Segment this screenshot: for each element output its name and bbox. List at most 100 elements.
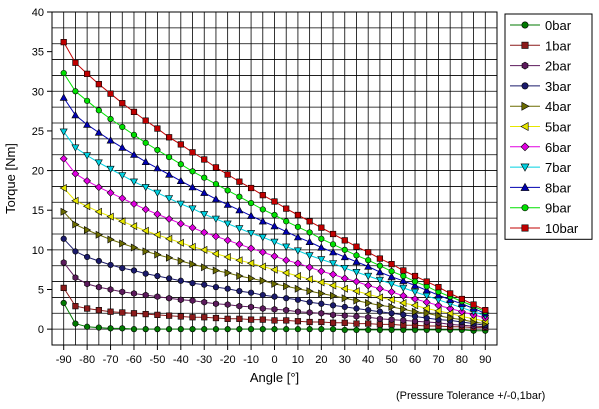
legend-marker bbox=[521, 224, 529, 232]
data-point-7bar bbox=[141, 184, 150, 192]
data-point-10bar bbox=[482, 307, 489, 314]
data-point-5bar bbox=[270, 265, 278, 274]
legend-label: 6bar bbox=[545, 140, 572, 155]
data-point-3bar bbox=[318, 300, 325, 307]
data-point-0bar bbox=[294, 326, 302, 333]
data-point-0bar bbox=[388, 326, 395, 334]
data-point-0bar bbox=[224, 326, 231, 333]
data-point-10bar bbox=[458, 295, 465, 303]
data-point-4bar bbox=[119, 239, 127, 248]
y-tick-label: 15 bbox=[32, 205, 44, 217]
data-point-0bar bbox=[283, 326, 290, 333]
data-point-9bar bbox=[329, 241, 337, 248]
data-point-7bar bbox=[258, 234, 267, 242]
data-point-9bar bbox=[376, 262, 383, 269]
data-point-4bar bbox=[353, 296, 361, 305]
data-point-7bar bbox=[399, 284, 408, 293]
data-point-10bar bbox=[247, 184, 255, 192]
data-point-1bar bbox=[259, 316, 266, 323]
data-point-8bar bbox=[375, 267, 384, 276]
data-point-6bar bbox=[106, 188, 115, 197]
data-point-4bar bbox=[318, 289, 326, 298]
data-point-6bar bbox=[270, 252, 279, 261]
data-point-4bar bbox=[248, 274, 256, 283]
legend: 0bar 1bar 2bar 3bar 4bar 5bar 6bar 7bar 8bar 9bar… bbox=[504, 13, 593, 240]
legend-marker bbox=[521, 41, 529, 49]
legend-marker bbox=[521, 101, 530, 111]
data-point-10bar bbox=[95, 81, 102, 88]
data-point-1bar bbox=[201, 314, 208, 321]
data-point-5bar bbox=[246, 259, 255, 268]
legend-label: 8bar bbox=[545, 180, 572, 195]
data-point-6bar bbox=[282, 256, 291, 265]
y-tick-label: 5 bbox=[38, 285, 44, 297]
data-point-7bar bbox=[270, 238, 279, 247]
data-point-2bar bbox=[353, 313, 360, 320]
data-point-8bar bbox=[235, 206, 244, 214]
y-tick-label: 10 bbox=[32, 245, 44, 257]
data-point-8bar bbox=[141, 157, 150, 165]
data-point-6bar bbox=[329, 270, 338, 279]
data-point-5bar bbox=[258, 262, 266, 271]
legend-item-5bar: 5bar bbox=[510, 120, 572, 135]
data-point-5bar bbox=[94, 207, 102, 216]
data-point-4bar bbox=[130, 243, 139, 252]
data-point-8bar bbox=[422, 286, 431, 294]
legend-item-9bar: 9bar bbox=[510, 201, 572, 216]
data-point-10bar bbox=[119, 100, 126, 107]
data-point-0bar bbox=[306, 326, 313, 333]
data-point-9bar bbox=[294, 223, 302, 230]
data-point-2bar bbox=[388, 316, 395, 324]
data-point-2bar bbox=[365, 313, 372, 321]
data-point-6bar bbox=[188, 223, 197, 232]
data-point-7bar bbox=[329, 260, 338, 268]
data-point-3bar bbox=[212, 284, 220, 291]
data-point-4bar bbox=[189, 260, 197, 269]
data-point-2bar bbox=[107, 286, 114, 293]
data-point-3bar bbox=[201, 281, 208, 288]
data-point-6bar bbox=[59, 154, 68, 163]
legend-label: 1bar bbox=[545, 38, 572, 53]
data-point-2bar bbox=[72, 274, 79, 282]
data-point-0bar bbox=[329, 326, 337, 333]
legend-item-6bar: 6bar bbox=[510, 140, 572, 155]
data-point-3bar bbox=[388, 310, 395, 317]
data-point-2bar bbox=[412, 317, 419, 325]
data-point-7bar bbox=[352, 268, 361, 277]
data-point-8bar bbox=[129, 150, 139, 158]
data-point-8bar bbox=[188, 183, 197, 191]
data-point-7bar bbox=[106, 165, 115, 174]
legend-marker bbox=[521, 204, 529, 212]
data-point-8bar bbox=[106, 136, 115, 144]
data-point-4bar bbox=[236, 271, 244, 281]
data-point-10bar bbox=[329, 230, 337, 238]
data-point-9bar bbox=[177, 161, 184, 168]
data-point-9bar bbox=[142, 139, 149, 146]
data-point-3bar bbox=[283, 295, 290, 302]
data-point-10bar bbox=[259, 192, 266, 199]
data-point-1bar bbox=[341, 319, 348, 326]
data-point-9bar bbox=[130, 131, 138, 138]
data-point-7bar bbox=[387, 280, 396, 289]
data-point-2bar bbox=[131, 290, 137, 297]
data-point-3bar bbox=[130, 267, 138, 274]
data-point-10bar bbox=[376, 255, 383, 262]
data-point-5bar bbox=[141, 226, 149, 235]
data-point-7bar bbox=[211, 215, 220, 224]
data-point-10bar bbox=[294, 211, 302, 219]
data-point-5bar bbox=[328, 281, 337, 290]
data-point-10bar bbox=[470, 301, 477, 308]
data-point-10bar bbox=[318, 224, 325, 231]
y-axis-title: Torque [Nm] bbox=[3, 143, 18, 214]
data-point-6bar bbox=[94, 183, 103, 192]
data-point-1bar bbox=[353, 320, 360, 327]
data-point-8bar bbox=[247, 211, 256, 219]
data-point-7bar bbox=[235, 225, 244, 233]
data-point-3bar bbox=[72, 248, 79, 255]
data-point-5bar bbox=[293, 271, 302, 281]
data-point-6bar bbox=[411, 295, 419, 303]
data-point-6bar bbox=[387, 287, 396, 296]
legend-marker bbox=[520, 142, 530, 152]
data-point-1bar bbox=[72, 303, 79, 310]
data-point-4bar bbox=[259, 276, 267, 285]
